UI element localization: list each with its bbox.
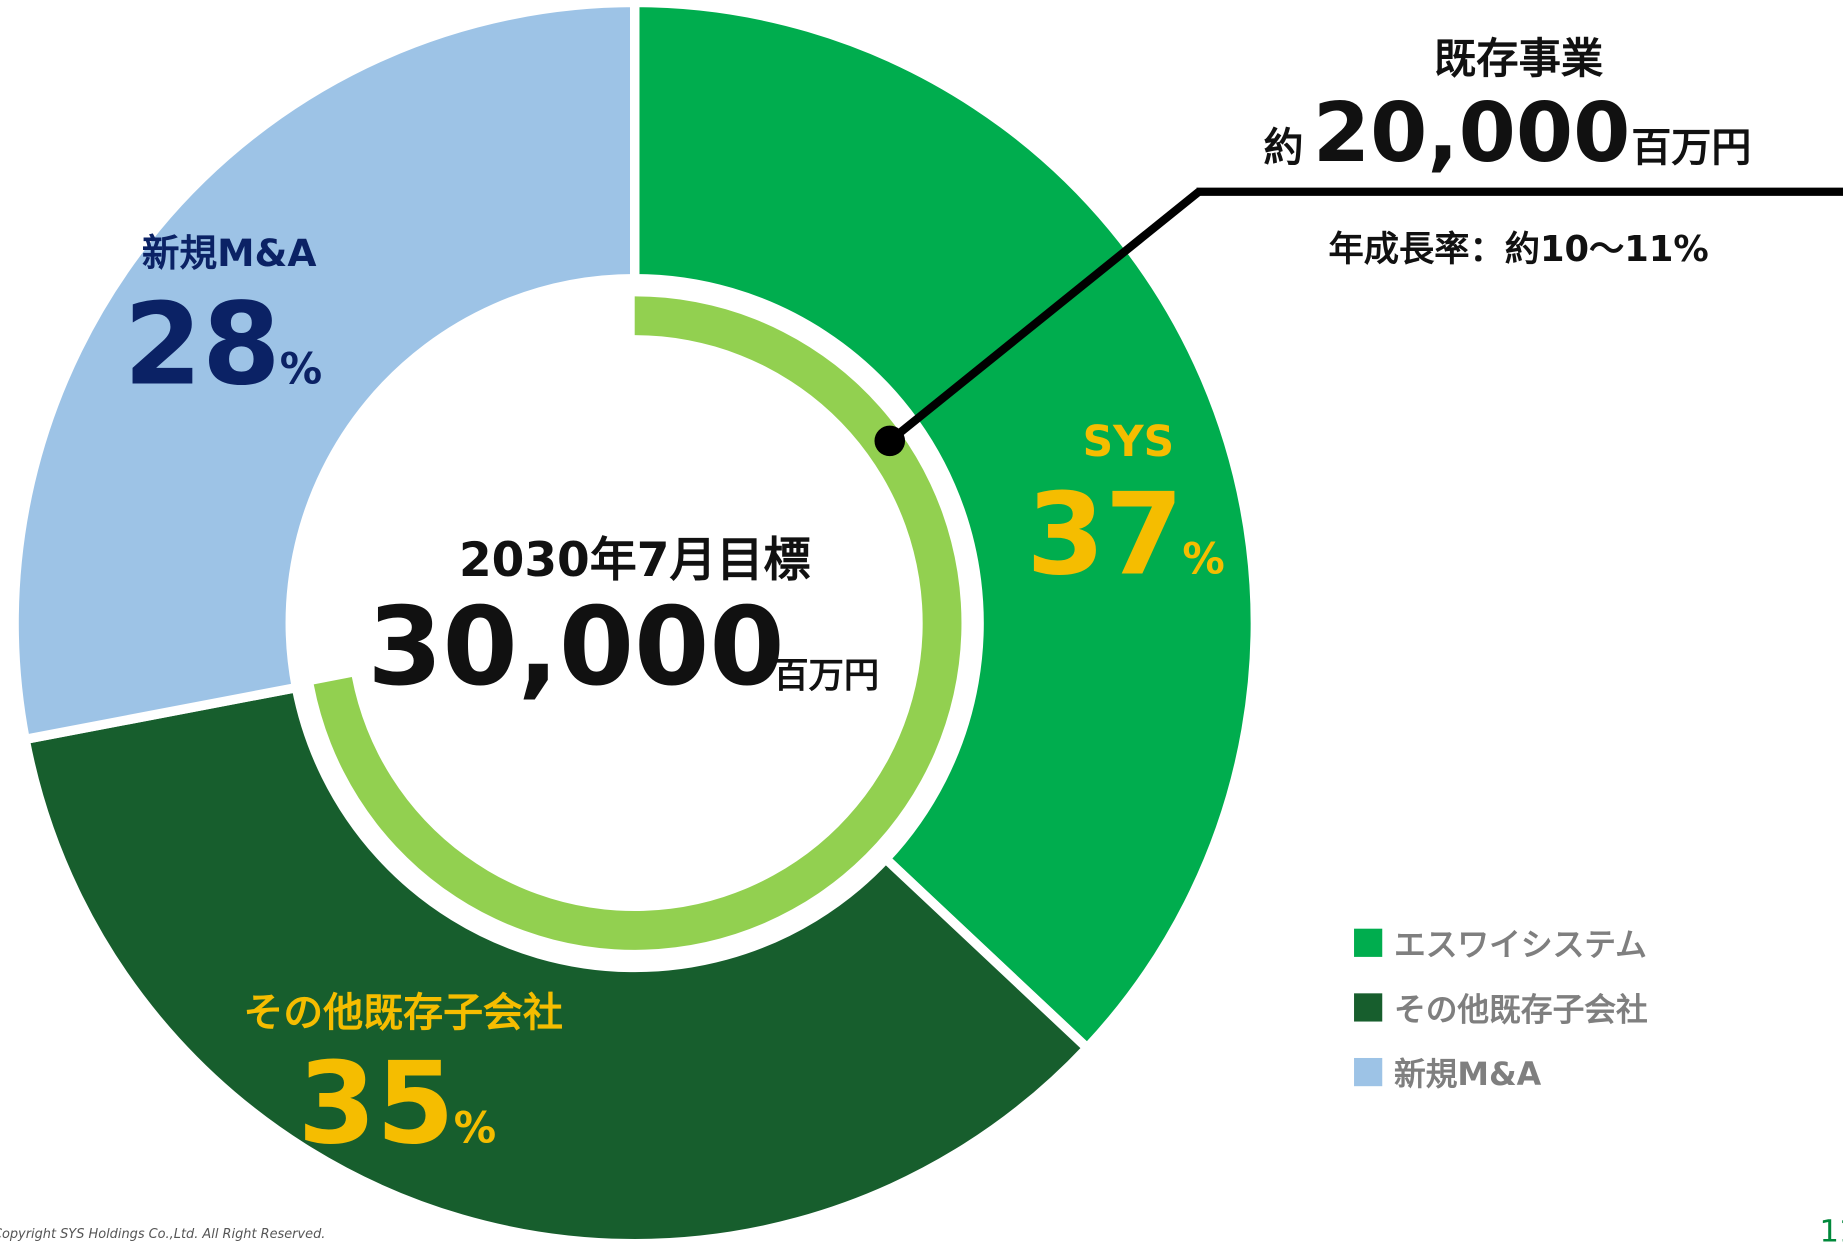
data-label-unit: %	[280, 344, 322, 393]
callout-value: 20,000	[1313, 86, 1630, 181]
callout-title: 既存事業	[1434, 34, 1604, 83]
legend-swatch	[1354, 993, 1383, 1022]
center-value: 30,000	[367, 584, 784, 710]
slice	[630, 0, 1260, 1055]
callout-note: 年成長率：約10〜11%	[1329, 229, 1709, 270]
slice-name: その他既存子会社	[243, 990, 563, 1036]
slice-name: 新規M&A	[142, 231, 317, 275]
data-label-unit: %	[454, 1104, 496, 1153]
donut	[9, 0, 1260, 1245]
data-label: 28	[124, 278, 281, 410]
legend-swatch	[1354, 1057, 1383, 1087]
slice	[19, 682, 1094, 1245]
legend-label: 新規M&A	[1394, 1057, 1542, 1093]
callout-unit: 百万円	[1631, 125, 1751, 171]
data-label: 37	[1026, 469, 1183, 601]
footer: Copyright SYS Holdings Co.,Ltd. All Righ…	[0, 1227, 325, 1242]
legend-swatch	[1354, 928, 1383, 957]
legend-label: エスワイシステム	[1394, 928, 1647, 964]
callout-prefix: 約	[1264, 125, 1304, 171]
data-label: 35	[298, 1038, 455, 1170]
slice	[9, 0, 640, 745]
center-unit: 百万円	[773, 656, 879, 697]
callout-dot	[874, 425, 906, 457]
callout-line	[887, 188, 1202, 445]
legend-label: その他既存子会社	[1394, 992, 1648, 1028]
page-number: 11	[1819, 1214, 1843, 1245]
slice-name: SYS	[1083, 417, 1175, 466]
center-title: 2030年7月目標	[459, 533, 811, 588]
data-label-unit: %	[1182, 535, 1224, 584]
